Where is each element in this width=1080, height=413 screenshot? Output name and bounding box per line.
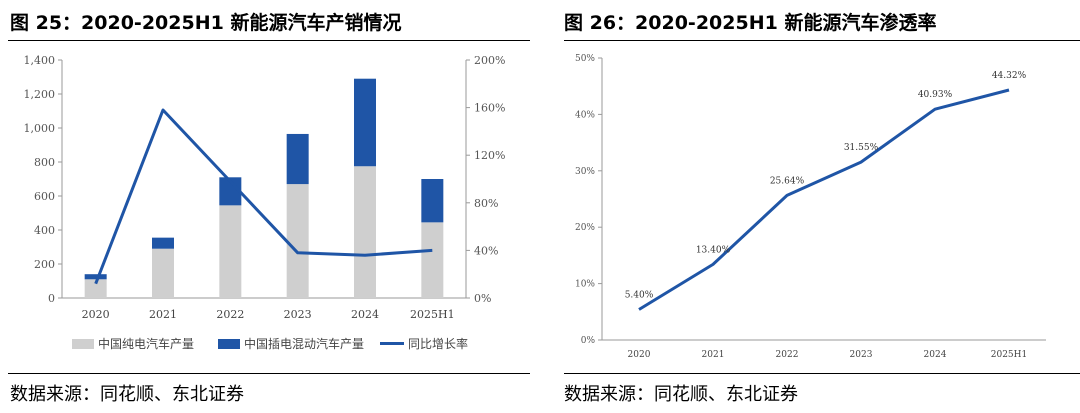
y-tick-label: 50% [575, 54, 595, 64]
x-tick-label: 2025H1 [991, 350, 1027, 360]
left-source-rule [8, 373, 530, 374]
bar-phev-2024 [354, 78, 376, 167]
bar-bev-2022 [219, 205, 242, 298]
right-source-rule [564, 373, 1080, 374]
data-label: 31.55% [844, 143, 879, 153]
y-tick-label: 20% [575, 223, 595, 233]
y-tick-label: 800 [34, 156, 55, 169]
legend-label-bev: 中国纯电汽车产量 [98, 337, 195, 351]
x-tick-label: 2023 [284, 308, 312, 321]
legend-swatch-yoy [380, 342, 404, 345]
left-title-rule [8, 40, 530, 41]
y-tick-label: 10% [575, 280, 595, 290]
left-figure-panel: 图 25：2020-2025H1 新能源汽车产销情况 0 200 400 600 800… [0, 0, 530, 413]
y-tick-label: 200 [34, 258, 55, 271]
x-tick-label: 2024 [351, 308, 379, 321]
bar-phev-2023 [286, 133, 309, 185]
x-tick-label: 2021 [149, 308, 177, 321]
bar-bev-2024 [354, 166, 376, 298]
bar-phev-2025H1 [421, 179, 444, 223]
y-tick-label: 1,400 [24, 54, 56, 67]
x-tick-label: 2021 [702, 350, 725, 360]
bar-phev-2020 [84, 274, 107, 280]
left-chart-legend: 中国纯电汽车产量 中国插电混动汽车产量 同比增长率 [0, 335, 530, 355]
y2-tick-label: 80% [474, 197, 498, 210]
legend-item-phev: 中国插电混动汽车产量 [218, 335, 364, 352]
y-tick-label: 1,000 [24, 122, 56, 135]
x-tick-label: 2022 [776, 350, 799, 360]
y-tick-label: 600 [34, 190, 55, 203]
y-tick-label: 1,200 [24, 88, 56, 101]
right-title-rule [564, 40, 1080, 41]
bar-bev-2023 [286, 184, 309, 298]
bar-phev-2021 [152, 237, 174, 249]
left-figure-title: 图 25：2020-2025H1 新能源汽车产销情况 [10, 12, 402, 34]
bar-bev-2021 [152, 248, 174, 298]
left-chart-svg: 0 200 400 600 800 1,000 1,200 1,400 0% 40% 80% 120%… [24, 54, 506, 321]
right-figure-panel: 图 26：2020-2025H1 新能源汽车渗透率 0% 10% 20% 30% 40%… [556, 0, 1080, 413]
y2-tick-label: 120% [474, 149, 505, 162]
yoy-growth-line [94, 108, 433, 285]
right-chart-svg: 0% 10% 20% 30% 40% 50% 2020 5.40% 2021 13.40% 2022… [575, 54, 1046, 360]
x-tick-label: 2020 [82, 308, 110, 321]
y2-tick-label: 0% [474, 292, 491, 305]
bar-bev-2020 [84, 279, 107, 298]
y-tick-label: 30% [575, 167, 595, 177]
x-tick-label: 2023 [850, 350, 873, 360]
legend-swatch-phev [218, 338, 240, 349]
x-tick-label: 2020 [628, 350, 651, 360]
y-tick-label: 0% [581, 336, 596, 346]
data-label: 5.40% [625, 291, 654, 301]
left-figure-source: 数据来源：同花顺、东北证券 [10, 384, 244, 405]
y-tick-label: 0 [48, 292, 55, 305]
y-tick-label: 40% [575, 110, 595, 120]
bar-bev-2025H1 [421, 222, 444, 298]
right-figure-title: 图 26：2020-2025H1 新能源汽车渗透率 [564, 12, 937, 34]
penetration-line [638, 88, 1010, 311]
x-tick-label: 2022 [216, 308, 244, 321]
y2-tick-label: 40% [474, 244, 498, 257]
right-figure-source: 数据来源：同花顺、东北证券 [564, 384, 798, 405]
legend-swatch-bev [72, 338, 94, 349]
data-label: 25.64% [770, 176, 805, 186]
data-label: 13.40% [696, 245, 731, 255]
bar-phev-2022 [219, 177, 242, 206]
legend-label-yoy: 同比增长率 [408, 337, 469, 351]
y-tick-label: 400 [34, 224, 55, 237]
data-label: 40.93% [918, 90, 953, 100]
x-tick-label: 2025H1 [410, 308, 455, 321]
y2-tick-label: 160% [474, 102, 505, 115]
x-tick-label: 2024 [924, 350, 947, 360]
legend-item-bev: 中国纯电汽车产量 [72, 335, 194, 352]
data-label: 44.32% [992, 71, 1027, 81]
y2-tick-label: 200% [474, 54, 505, 67]
legend-item-yoy: 同比增长率 [380, 335, 468, 352]
legend-label-phev: 中国插电混动汽车产量 [244, 337, 365, 351]
